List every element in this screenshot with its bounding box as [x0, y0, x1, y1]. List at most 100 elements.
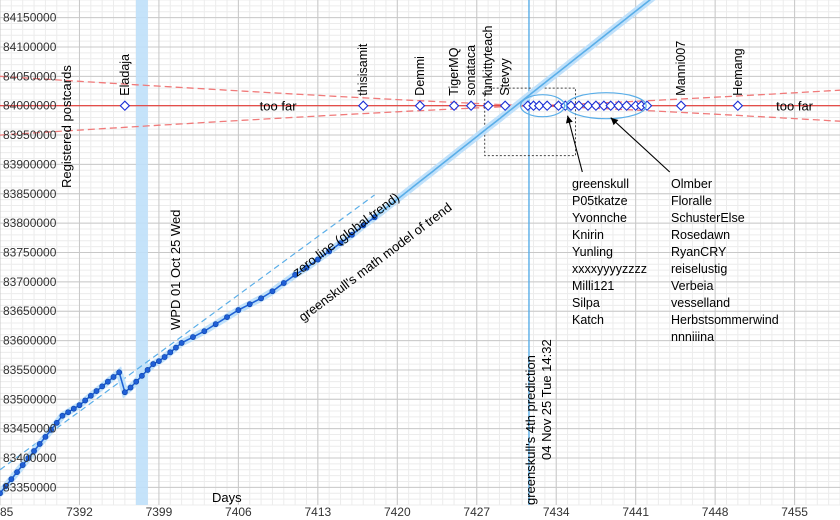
group-right-name: reiselustig: [671, 262, 727, 276]
y-tick-label: 84100000: [3, 40, 57, 54]
x-tick-label: 7413: [304, 505, 331, 519]
group-left-name: Yunling: [572, 245, 613, 259]
predictor-label: Manni007: [674, 41, 688, 96]
observed-point: [173, 344, 179, 351]
y-tick-label: 83650000: [3, 304, 57, 318]
observed-point: [0, 490, 3, 497]
predictor-marker: [448, 100, 460, 112]
group-right-name: Verbeia: [671, 279, 713, 293]
observed-point: [133, 378, 140, 385]
y-tick-label: 83500000: [3, 392, 57, 406]
predictor-label: thisisamit: [356, 43, 370, 96]
cluster-marker: [582, 100, 594, 112]
chart-labels: Eladaja thisisamit Demmi TigerMQ sonataca fun…: [0, 11, 814, 519]
y-axis-label: Registered postcards: [59, 65, 74, 188]
observed-point: [36, 441, 43, 447]
x-tick-label: 7392: [66, 505, 93, 519]
observed-point: [99, 383, 106, 390]
y-tick-label: 83750000: [3, 246, 57, 260]
observed-point: [121, 389, 128, 396]
y-tick-label: 83600000: [3, 334, 57, 348]
cluster-marker: [636, 100, 647, 112]
group-right-name: Floralle: [671, 194, 712, 208]
observed-point: [31, 448, 37, 454]
x-tick-label: 7448: [702, 505, 729, 519]
x-tick-label: 7399: [146, 505, 173, 519]
cluster-marker: [613, 100, 624, 112]
prediction-label-line2: 04 Nov 25 Tue 14:32: [539, 339, 554, 460]
wpd-label: WPD 01 Oct 25 Wed: [168, 210, 183, 330]
observed-point: [156, 358, 162, 365]
observed-point: [82, 397, 89, 404]
observed-point: [303, 264, 310, 271]
y-tick-label: 83450000: [3, 422, 57, 436]
observed-point: [48, 426, 54, 433]
group-left-name: P05tkatze: [572, 194, 628, 208]
x-tick-label: 7385: [0, 505, 14, 519]
observed-point: [8, 476, 15, 483]
observed-point: [25, 455, 32, 461]
observed-point: [42, 433, 49, 440]
group-right-name: RyanCRY: [671, 245, 727, 259]
predictor-marker: [675, 100, 687, 112]
observed-point: [19, 462, 26, 468]
observed-point: [104, 378, 111, 385]
predictor-marker: [357, 100, 369, 112]
group-left-name: Katch: [572, 313, 604, 327]
x-axis-label: Days: [212, 490, 242, 505]
prediction-label-line1: greenskull's 4th prediction: [523, 355, 538, 505]
too-far-left-label: too far: [260, 99, 298, 114]
observed-point: [360, 222, 367, 229]
group-left-name: Yvonnche: [572, 211, 627, 225]
observed-point: [190, 334, 196, 340]
observed-point: [110, 374, 117, 380]
x-tick-label: 7441: [622, 505, 649, 519]
cluster-marker: [621, 100, 632, 112]
group-left-name: xxxxyyyyzzzz: [572, 262, 647, 276]
observed-point: [348, 231, 355, 238]
grid: [0, 0, 840, 506]
cluster-ellipse-left: [519, 94, 566, 118]
cluster-marker: [605, 100, 617, 112]
predictor-label: sonataca: [464, 45, 478, 96]
observed-point: [144, 367, 151, 373]
too-far-right-label: too far: [776, 99, 814, 114]
predictor-marker: [732, 100, 744, 112]
observed-point: [212, 321, 219, 328]
predictor-label: Demmi: [413, 56, 427, 96]
y-tick-label: 83950000: [3, 128, 57, 142]
observed-point: [53, 419, 60, 426]
observed-point: [65, 409, 72, 416]
observed-point: [337, 240, 344, 247]
observed-point: [269, 288, 276, 295]
arrow-left-group-head: [566, 115, 573, 124]
observed-point: [246, 301, 253, 308]
y-tick-label: 83700000: [3, 275, 57, 289]
group-right-name: Rosedawn: [671, 228, 730, 242]
y-tick-label: 83850000: [3, 187, 57, 201]
predictor-label: Stevyy: [498, 57, 512, 95]
cluster-marker: [522, 100, 534, 112]
predictor-label: funkittyteach: [481, 25, 495, 95]
group-left-name: Silpa: [572, 296, 600, 310]
observed-point: [314, 256, 321, 263]
observed-point: [2, 483, 9, 490]
zoom-box: [484, 87, 577, 157]
arrow-right-group-head: [610, 117, 619, 126]
cluster-marker: [641, 100, 653, 112]
observed-point: [292, 271, 299, 278]
observed-point: [280, 280, 287, 286]
observed-point: [93, 388, 100, 394]
y-tick-label: 84150000: [3, 11, 57, 25]
predictor-label: Eladaja: [118, 54, 132, 96]
observed-point: [235, 307, 242, 313]
observed-point: [59, 412, 66, 419]
observed-point: [326, 248, 333, 255]
observed-point: [87, 392, 94, 399]
wpd-band: [135, 0, 148, 505]
zero-line: [0, 194, 375, 471]
arrow-right-group: [610, 117, 671, 173]
x-tick-label: 7420: [384, 505, 411, 519]
observed-point: [371, 214, 378, 221]
cluster-marker: [541, 100, 553, 112]
